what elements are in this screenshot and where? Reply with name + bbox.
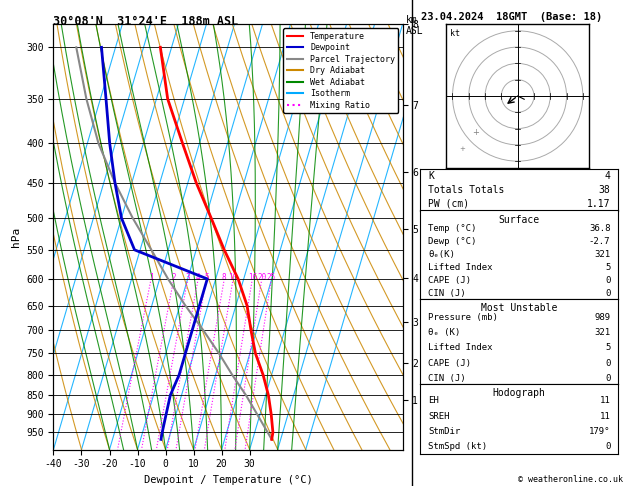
X-axis label: Dewpoint / Temperature (°C): Dewpoint / Temperature (°C) [143, 475, 313, 485]
Text: Lifted Index: Lifted Index [428, 344, 493, 352]
Text: CIN (J): CIN (J) [428, 374, 465, 382]
Text: EH: EH [428, 397, 439, 405]
Text: K: K [428, 172, 434, 181]
Text: 30°08'N  31°24'E  188m ASL: 30°08'N 31°24'E 188m ASL [53, 15, 239, 28]
Text: StmDir: StmDir [428, 427, 460, 435]
Text: 4: 4 [196, 273, 201, 282]
Text: Dewp (°C): Dewp (°C) [428, 237, 477, 246]
Text: Most Unstable: Most Unstable [481, 303, 557, 313]
Text: 989: 989 [594, 313, 610, 322]
Text: 321: 321 [594, 250, 610, 259]
Text: 5: 5 [204, 273, 209, 282]
Text: StmSpd (kt): StmSpd (kt) [428, 442, 487, 451]
Text: Hodograph: Hodograph [493, 388, 546, 398]
Text: 10: 10 [228, 273, 238, 282]
Text: 20: 20 [257, 273, 267, 282]
Text: Temp (°C): Temp (°C) [428, 224, 477, 233]
Text: 1: 1 [149, 273, 153, 282]
Text: +: + [459, 146, 465, 153]
Text: 11: 11 [599, 412, 610, 420]
Text: θₑ (K): θₑ (K) [428, 328, 460, 337]
Text: Lifted Index: Lifted Index [428, 263, 493, 272]
Text: CAPE (J): CAPE (J) [428, 359, 471, 367]
Text: -2.7: -2.7 [589, 237, 610, 246]
Text: 38: 38 [599, 185, 610, 195]
Text: 4: 4 [604, 172, 610, 181]
Text: 23.04.2024  18GMT  (Base: 18): 23.04.2024 18GMT (Base: 18) [421, 12, 603, 22]
Text: 1.17: 1.17 [587, 199, 610, 208]
Legend: Temperature, Dewpoint, Parcel Trajectory, Dry Adiabat, Wet Adiabat, Isotherm, Mi: Temperature, Dewpoint, Parcel Trajectory… [284, 29, 398, 113]
Text: 5: 5 [605, 263, 610, 272]
Text: Pressure (mb): Pressure (mb) [428, 313, 498, 322]
Text: 0: 0 [605, 359, 610, 367]
Text: km
ASL: km ASL [406, 15, 423, 36]
Text: 0: 0 [605, 442, 610, 451]
Text: 16: 16 [248, 273, 257, 282]
Text: 25: 25 [267, 273, 276, 282]
Text: 5: 5 [605, 344, 610, 352]
Text: 0: 0 [605, 374, 610, 382]
Text: +: + [472, 128, 479, 137]
Text: 0: 0 [605, 289, 610, 298]
Text: CIN (J): CIN (J) [428, 289, 465, 298]
Y-axis label: Mixing Ratio (g/kg): Mixing Ratio (g/kg) [421, 186, 430, 288]
Text: Surface: Surface [499, 215, 540, 225]
Y-axis label: hPa: hPa [11, 227, 21, 247]
Text: 2: 2 [172, 273, 176, 282]
Text: 179°: 179° [589, 427, 610, 435]
Text: PW (cm): PW (cm) [428, 199, 469, 208]
Text: 321: 321 [594, 328, 610, 337]
Text: 11: 11 [599, 397, 610, 405]
Text: 36.8: 36.8 [589, 224, 610, 233]
Text: © weatheronline.co.uk: © weatheronline.co.uk [518, 474, 623, 484]
Text: Totals Totals: Totals Totals [428, 185, 504, 195]
Text: 3: 3 [186, 273, 190, 282]
Text: 8: 8 [222, 273, 226, 282]
Text: θₑ(K): θₑ(K) [428, 250, 455, 259]
Text: SREH: SREH [428, 412, 450, 420]
Text: CAPE (J): CAPE (J) [428, 276, 471, 285]
Text: 0: 0 [605, 276, 610, 285]
Text: kt: kt [450, 29, 460, 38]
